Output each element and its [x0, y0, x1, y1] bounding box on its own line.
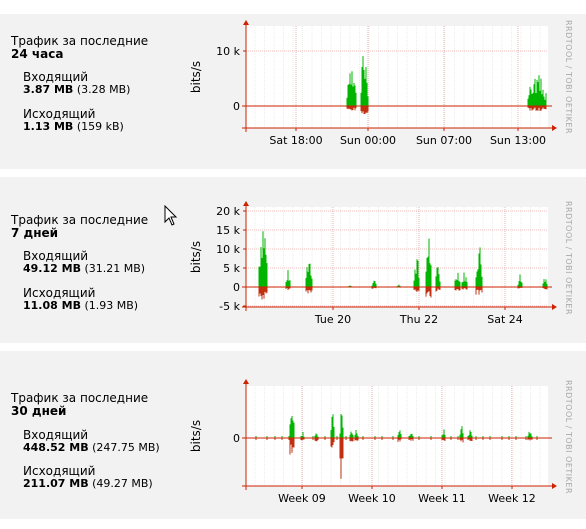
x-tick-label: Week 09 [278, 492, 326, 505]
rrdtool-watermark: RRDTOOL / TOBI OETIKER [564, 201, 573, 315]
outgoing-label: Исходящий [23, 464, 96, 478]
mouse-cursor-icon [164, 205, 178, 226]
x-tick-label: Week 11 [418, 492, 466, 505]
period-name: 24 часа [11, 47, 64, 61]
outgoing-series [346, 106, 547, 115]
x-axis-arrow [552, 125, 557, 131]
outgoing-label: Исходящий [23, 286, 96, 300]
plot-area [246, 207, 548, 307]
x-tick-label: Sun 13:00 [490, 134, 546, 147]
x-tick-label: Sat 18:00 [269, 134, 322, 147]
outgoing-series [255, 438, 538, 479]
incoming-label: Входящий [23, 428, 89, 442]
y-axis-label: bits/s [189, 241, 203, 273]
incoming-series [258, 231, 548, 287]
outgoing-label: Исходящий [23, 107, 96, 121]
period-name: 7 дней [11, 226, 59, 240]
plot-area [246, 26, 548, 128]
x-tick-label: Sun 00:00 [340, 134, 396, 147]
y-tick-label: 15 k [216, 224, 240, 237]
period-title-prefix: Трафик за последние [11, 391, 149, 405]
incoming-value: 448.52 MB (247.75 MB) [23, 441, 160, 454]
incoming-series [255, 413, 538, 438]
x-tick-label: Thu 22 [399, 313, 438, 326]
y-axis-arrow [243, 379, 249, 384]
x-tick-label: Tue 20 [314, 313, 351, 326]
traffic-panel-24h: Трафик за последние 24 часа Входящий 3.8… [0, 14, 586, 169]
y-tick-label: -5 k [219, 300, 240, 313]
incoming-label: Входящий [23, 249, 89, 263]
incoming-label: Входящий [23, 70, 89, 84]
traffic-graph: 0 Week 09 Week 10 Week 11 Week 12 bits/s RRDTO… [189, 379, 573, 505]
traffic-panel-30d: Трафик за последние 30 дней Входящий 448… [0, 351, 586, 519]
plot-area [246, 386, 548, 486]
outgoing-value: 11.08 MB (1.93 MB) [23, 299, 139, 312]
y-tick-label: 5 k [223, 262, 240, 275]
outgoing-value: 1.13 MB (159 kB) [23, 120, 124, 133]
outgoing-series [258, 287, 548, 300]
y-axis-label: bits/s [189, 420, 203, 452]
x-tick-label: Week 10 [348, 492, 396, 505]
rrdtool-watermark: RRDTOOL / TOBI OETIKER [564, 20, 573, 134]
y-axis-label: bits/s [189, 61, 203, 93]
y-tick-label: 10 k [216, 45, 240, 58]
outgoing-value: 211.07 MB (49.27 MB) [23, 477, 153, 490]
y-tick-label: 20 k [216, 205, 240, 218]
y-axis-arrow [243, 201, 249, 206]
period-title-prefix: Трафик за последние [11, 34, 149, 48]
y-axis-arrow [243, 20, 249, 25]
y-tick-label: 0 [233, 432, 240, 445]
period-name: 30 дней [11, 404, 67, 418]
x-tick-label: Sun 07:00 [416, 134, 472, 147]
incoming-series [346, 56, 547, 106]
x-axis-arrow [552, 483, 557, 489]
traffic-graph: 20 k 15 k 10 k 5 k 0 -5 k Tue 20 Thu 22 Sat 24 bi… [189, 201, 573, 326]
traffic-panel-7d: Трафик за последние 7 дней Входящий 49.1… [0, 177, 586, 343]
traffic-graph: 10 k 0 Sat 18:00 Sun 00:00 Sun 07:00 Sun 13:0… [189, 20, 573, 147]
x-tick-label: Sat 24 [487, 313, 523, 326]
x-tick-label: Week 12 [488, 492, 536, 505]
x-axis-arrow [552, 304, 557, 310]
y-tick-label: 0 [233, 100, 240, 113]
y-tick-label: 10 k [216, 243, 240, 256]
period-title-prefix: Трафик за последние [11, 213, 149, 227]
incoming-value: 49.12 MB (31.21 MB) [23, 262, 146, 275]
y-tick-label: 0 [233, 281, 240, 294]
rrdtool-watermark: RRDTOOL / TOBI OETIKER [564, 380, 573, 494]
incoming-value: 3.87 MB (3.28 MB) [23, 83, 131, 96]
